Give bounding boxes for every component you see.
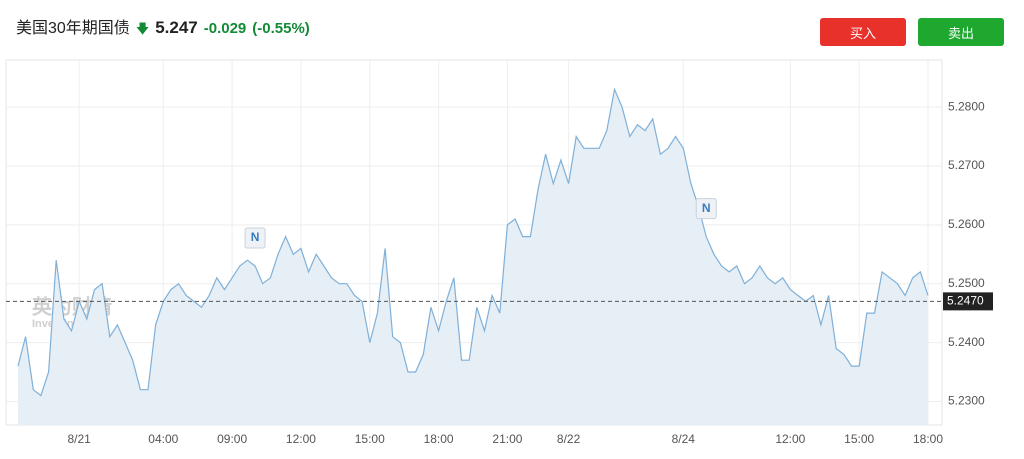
- x-tick-label: 12:00: [286, 432, 316, 446]
- reference-label: 5.2470: [947, 294, 984, 308]
- annotation-box: [695, 198, 717, 220]
- reference-label-box: [943, 292, 993, 311]
- x-tick-label: 8/22: [557, 432, 581, 446]
- x-tick-label: 12:00: [775, 432, 805, 446]
- sell-button[interactable]: 卖出: [918, 18, 1004, 46]
- price: 5.247: [155, 18, 198, 37]
- annotation: N: [702, 201, 711, 215]
- x-tick-label: 18:00: [913, 432, 943, 446]
- title: 美国30年期国债: [16, 20, 130, 37]
- down-arrow: 🡇: [135, 21, 150, 36]
- x-tick-label: 8/21: [67, 432, 91, 446]
- y-tick-label: 5.2300: [948, 394, 985, 408]
- y-tick-label: 5.2500: [948, 276, 985, 290]
- area: [18, 89, 928, 426]
- x-tick-label: 09:00: [217, 432, 247, 446]
- y-tick-label: 5.2600: [948, 217, 985, 231]
- header: 美国30年期国债 🡇 5.247 -0.029 (-0.55%): [16, 14, 310, 42]
- y-tick-label: 5.2800: [948, 99, 985, 113]
- x-tick-label: 21:00: [492, 432, 522, 446]
- x-tick-label: 18:00: [424, 432, 454, 446]
- line: [17, 87, 929, 397]
- y-tick-label: 5.2700: [948, 158, 985, 172]
- x-tick-label: 15:00: [844, 432, 874, 446]
- y-tick-label: 5.2400: [948, 335, 985, 349]
- x-tick-label: 8/24: [672, 432, 696, 446]
- buy-button[interactable]: 买入: [820, 18, 906, 46]
- x-tick-label: 15:00: [355, 432, 385, 446]
- change-pct: (-0.55%): [252, 20, 310, 37]
- annotation: N: [251, 230, 260, 244]
- change: -0.029: [203, 20, 247, 37]
- x-tick-label: 04:00: [148, 432, 178, 446]
- annotation-box: [244, 227, 266, 249]
